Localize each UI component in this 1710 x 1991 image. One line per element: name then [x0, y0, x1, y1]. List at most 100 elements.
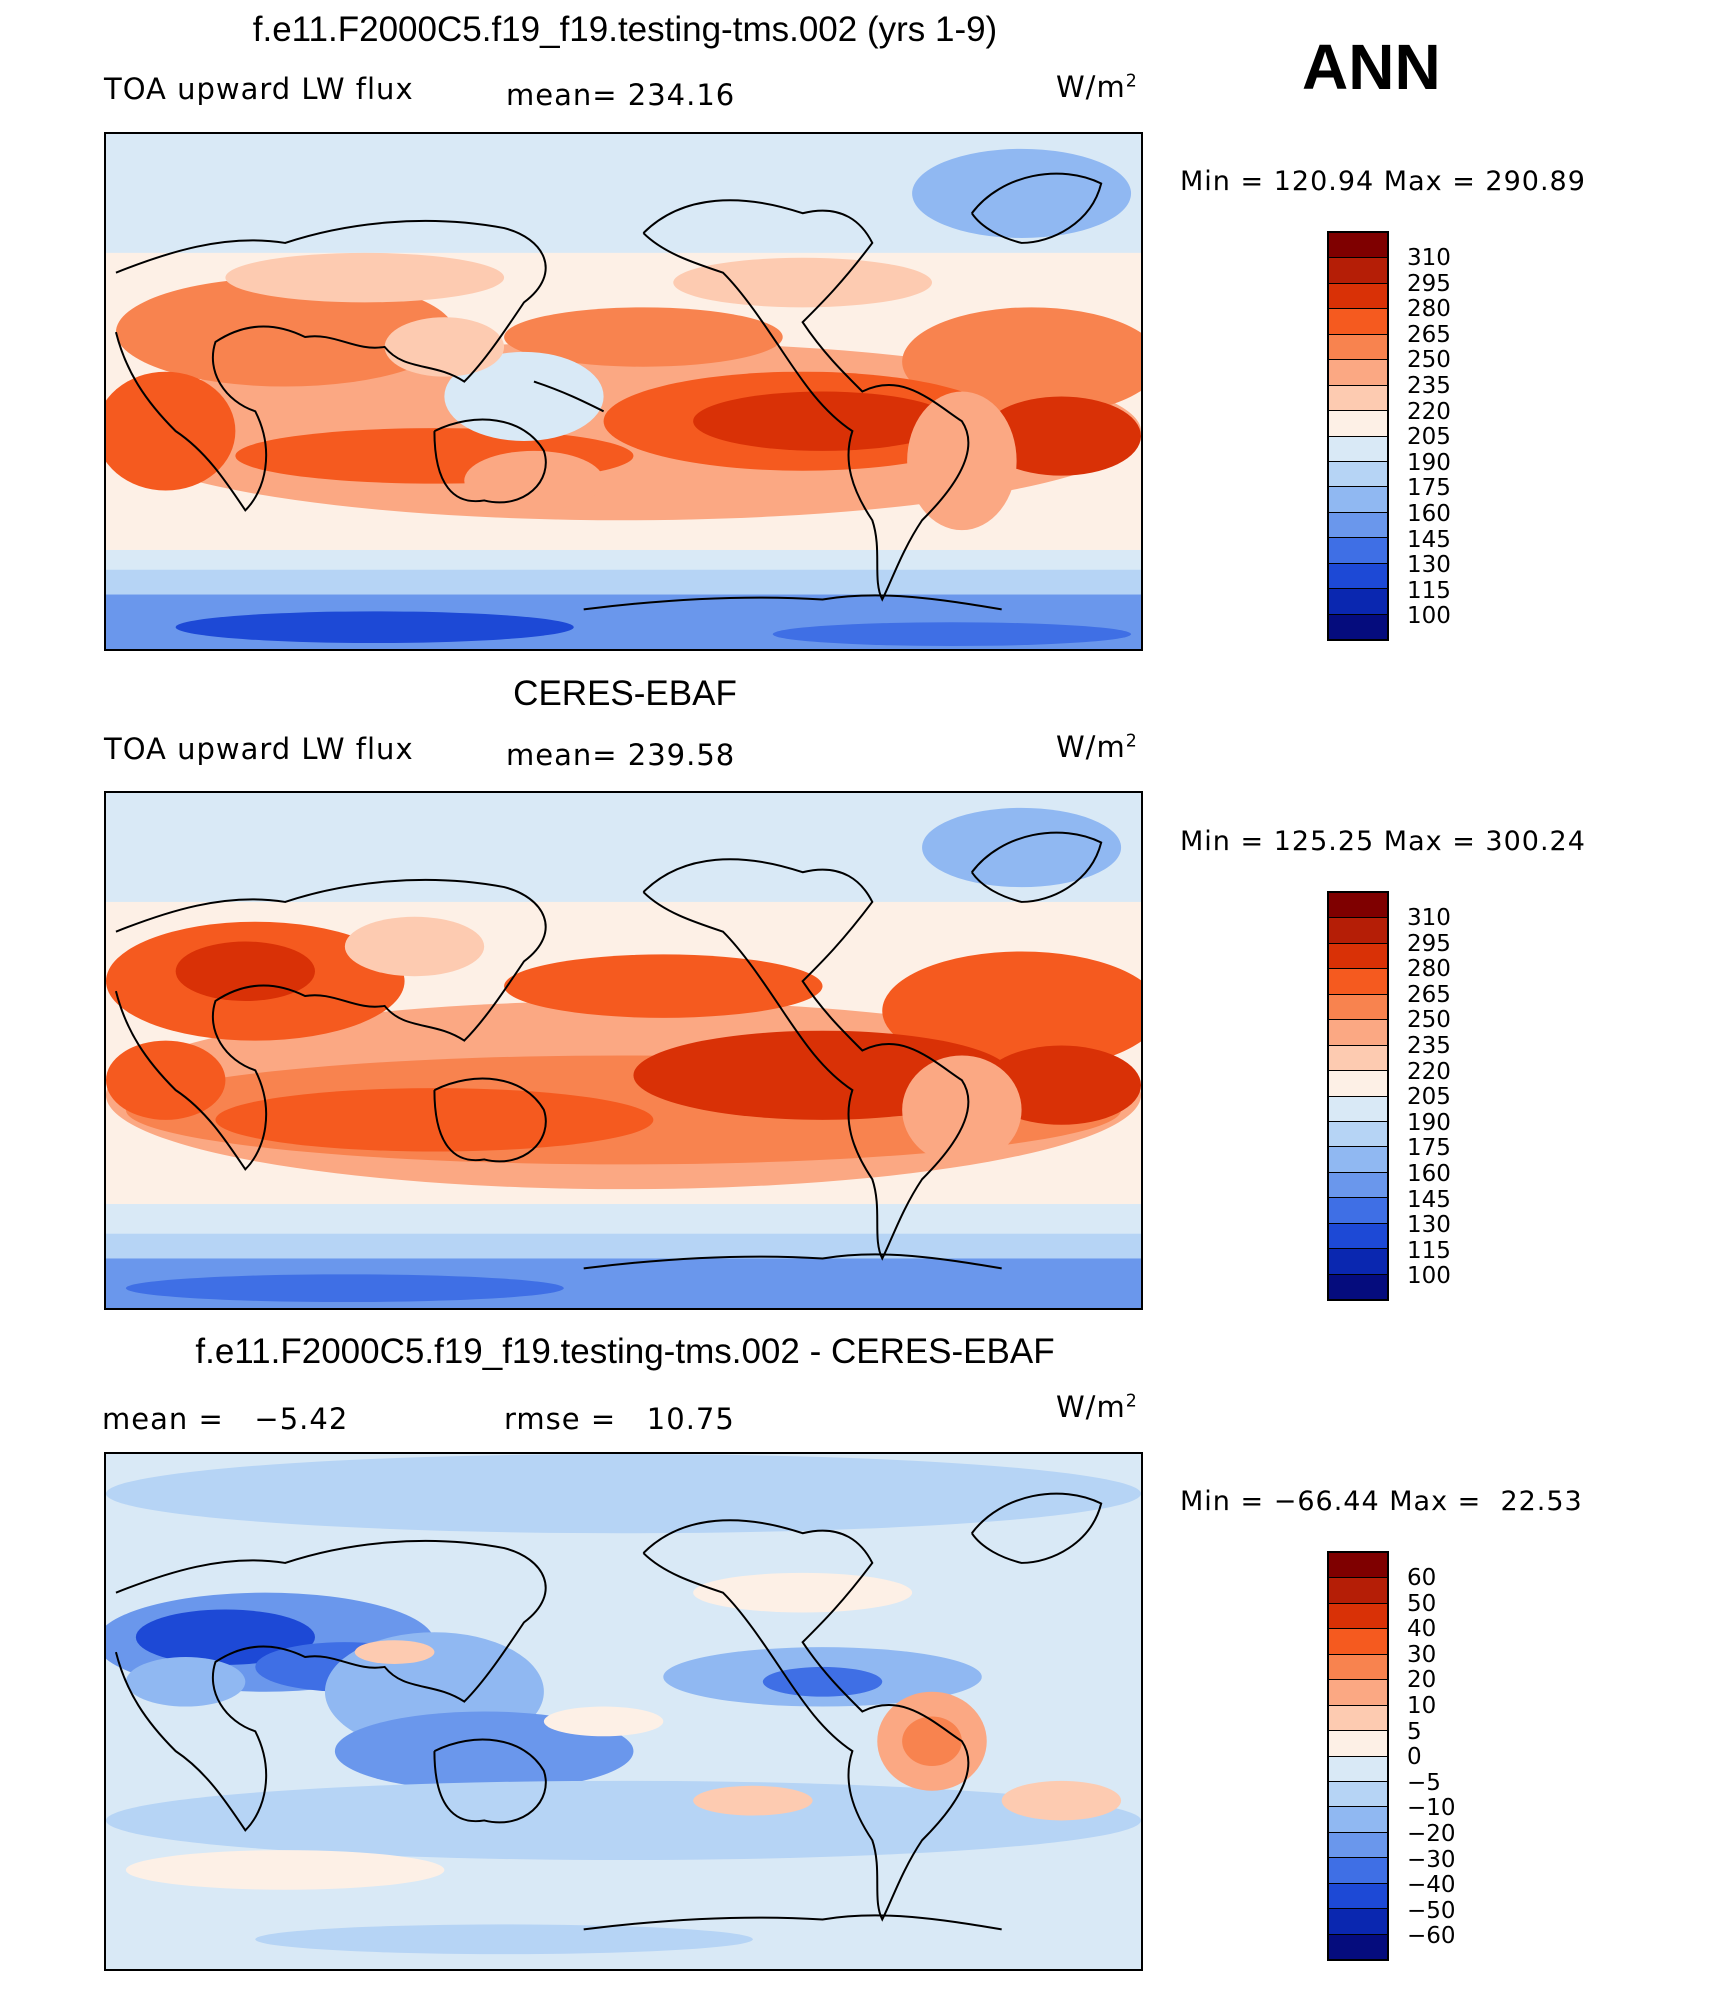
- panel3-minmax: Min = −66.44 Max = 22.53: [1180, 1486, 1583, 1517]
- panel1-units: W/m2: [1056, 70, 1138, 104]
- colorbar-swatch: [1329, 512, 1387, 539]
- colorbar-swatch: [1329, 1121, 1387, 1148]
- colorbar-swatch: [1329, 1578, 1387, 1604]
- colorbar-tick-label: 250: [1407, 1007, 1451, 1034]
- colorbar-tick-label: −40: [1407, 1872, 1456, 1899]
- colorbar-swatch: [1329, 1096, 1387, 1122]
- panel1-mean-value: 234.16: [627, 78, 736, 112]
- panel1-mean: mean= 234.16: [506, 78, 735, 112]
- panel3-min-label: Min: [1180, 1486, 1231, 1517]
- colorbar-swatch: [1329, 1807, 1387, 1833]
- colorbar-swatch: [1329, 283, 1387, 310]
- panel2-units: W/m2: [1056, 730, 1138, 764]
- colorbar-swatch: [1329, 1045, 1387, 1072]
- colorbar-swatch: [1329, 589, 1387, 615]
- panel2-title: CERES-EBAF: [513, 674, 737, 713]
- colorbar-swatch: [1329, 994, 1387, 1021]
- colorbar-tick-label: 235: [1407, 1033, 1451, 1059]
- colorbar-swatch: [1329, 411, 1387, 437]
- colorbar-swatch: [1329, 1147, 1387, 1173]
- colorbar-swatch: [1329, 563, 1387, 590]
- panel2-colorbar: [1327, 891, 1389, 1301]
- panel2-variable: TOA upward LW flux: [104, 732, 414, 766]
- colorbar-swatch: [1329, 1603, 1387, 1630]
- panel1-min-value: 120.94: [1273, 166, 1375, 197]
- colorbar-tick-label: 60: [1407, 1565, 1437, 1591]
- colorbar-tick-label: −30: [1407, 1846, 1456, 1873]
- colorbar-swatch: [1329, 1756, 1387, 1782]
- colorbar-swatch: [1329, 233, 1387, 259]
- panel2-coastlines: [114, 831, 1103, 1270]
- colorbar-swatch: [1329, 1172, 1387, 1199]
- colorbar-swatch: [1329, 893, 1387, 919]
- panel2-min-value: 125.25: [1273, 826, 1375, 857]
- colorbar-tick-label: 280: [1407, 296, 1451, 323]
- colorbar-tick-label: 100: [1407, 603, 1451, 630]
- colorbar-swatch: [1329, 1858, 1387, 1884]
- colorbar-swatch: [1329, 1654, 1387, 1681]
- colorbar-swatch: [1329, 1781, 1387, 1808]
- panel3-title: f.e11.F2000C5.f19_f19.testing-tms.002 - …: [195, 1332, 1055, 1371]
- panel1-colorbar: [1327, 231, 1389, 641]
- panel3-map: [104, 1452, 1143, 1971]
- season-label: ANN: [1302, 31, 1441, 103]
- colorbar-tick-label: 130: [1407, 552, 1451, 579]
- panel2-map: [104, 791, 1143, 1310]
- colorbar-tick-label: 20: [1407, 1667, 1437, 1694]
- colorbar-swatch: [1329, 1249, 1387, 1275]
- panel3-rmse-value: 10.75: [646, 1402, 735, 1436]
- colorbar-tick-label: 40: [1407, 1616, 1437, 1643]
- colorbar-tick-label: −10: [1407, 1795, 1456, 1822]
- colorbar-swatch: [1329, 360, 1387, 386]
- colorbar-swatch: [1329, 461, 1387, 488]
- colorbar-swatch: [1329, 1883, 1387, 1910]
- panel3-colorbar: [1327, 1551, 1389, 1961]
- colorbar-tick-label: 220: [1407, 398, 1451, 425]
- panel3-max-label: Max: [1389, 1486, 1449, 1517]
- panel3-min-value: −66.44: [1273, 1486, 1380, 1517]
- colorbar-swatch: [1329, 1020, 1387, 1046]
- panel1-map: [104, 132, 1143, 651]
- panel3-mean: mean = −5.42: [102, 1402, 348, 1436]
- panel2-minmax: Min = 125.25 Max = 300.24: [1180, 826, 1586, 857]
- colorbar-tick-label: 295: [1407, 270, 1451, 297]
- panel1-map-svg: [106, 134, 1141, 649]
- colorbar-tick-label: 310: [1407, 245, 1451, 271]
- panel1-minmax: Min = 120.94 Max = 290.89: [1180, 166, 1586, 197]
- colorbar-tick-label: 265: [1407, 321, 1451, 348]
- colorbar-swatch: [1329, 614, 1387, 639]
- colorbar-swatch: [1329, 1731, 1387, 1757]
- colorbar-tick-label: 145: [1407, 526, 1451, 553]
- panel2-max-value: 300.24: [1485, 826, 1586, 857]
- colorbar-tick-label: 30: [1407, 1641, 1437, 1668]
- panel1-variable: TOA upward LW flux: [104, 72, 414, 106]
- colorbar-tick-label: 175: [1407, 475, 1451, 502]
- colorbar-tick-label: 265: [1407, 981, 1451, 1008]
- panel1-max-label: Max: [1383, 166, 1443, 197]
- panel3-rmse-label: rmse =: [504, 1402, 617, 1436]
- panel2-map-svg: [106, 793, 1141, 1308]
- panel3-coastlines: [114, 1492, 1103, 1931]
- colorbar-swatch: [1329, 1071, 1387, 1097]
- colorbar-tick-label: −60: [1407, 1923, 1456, 1950]
- colorbar-tick-label: 160: [1407, 501, 1451, 527]
- colorbar-swatch: [1329, 1223, 1387, 1250]
- colorbar-tick-label: 5: [1407, 1718, 1422, 1745]
- colorbar-swatch: [1329, 258, 1387, 284]
- colorbar-tick-label: 190: [1407, 1109, 1451, 1136]
- panel1-mean-label: mean=: [506, 78, 618, 112]
- colorbar-tick-label: 235: [1407, 373, 1451, 399]
- colorbar-swatch: [1329, 487, 1387, 513]
- colorbar-tick-label: −5: [1407, 1769, 1441, 1796]
- colorbar-tick-label: 205: [1407, 1084, 1451, 1111]
- colorbar-swatch: [1329, 1680, 1387, 1706]
- panel3-rmse: rmse = 10.75: [504, 1402, 735, 1436]
- panel3-mean-label: mean =: [102, 1402, 224, 1436]
- colorbar-tick-label: 0: [1407, 1744, 1422, 1771]
- panel1-min-label: Min: [1180, 166, 1231, 197]
- colorbar-tick-label: 190: [1407, 449, 1451, 476]
- colorbar-tick-label: 160: [1407, 1161, 1451, 1187]
- colorbar-tick-label: −50: [1407, 1897, 1456, 1924]
- panel2-mean-label: mean=: [506, 738, 618, 772]
- colorbar-swatch: [1329, 1629, 1387, 1655]
